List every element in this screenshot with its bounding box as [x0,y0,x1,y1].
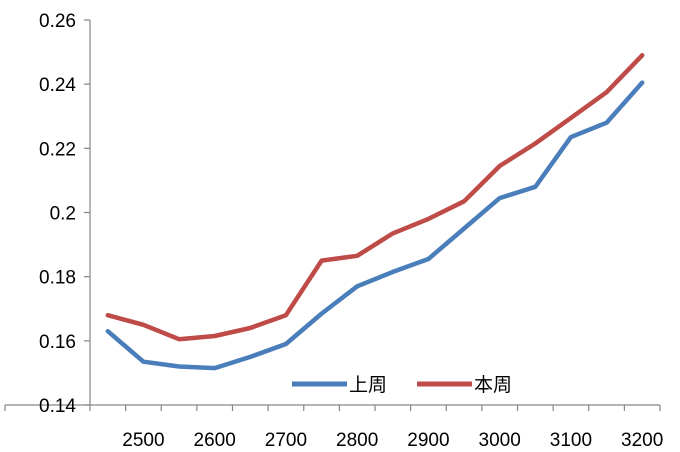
x-tick-label: 2700 [265,430,307,451]
axes [5,20,660,406]
y-tick-label: 0.14 [39,396,76,417]
x-tick-label: 2500 [122,430,164,451]
y-tick-label: 0.24 [39,75,76,96]
legend-label-0: 上周 [349,374,387,396]
x-tick-label: 3100 [550,430,592,451]
y-tick-label: 0.22 [39,139,76,160]
x-tick-label: 2800 [336,430,378,451]
y-tick-label: 0.18 [39,268,76,289]
x-tick-label: 3200 [621,430,663,451]
x-tick-label: 3000 [479,430,521,451]
y-tick-label: 0.2 [50,204,76,225]
y-tick-label: 0.26 [39,11,76,32]
x-axis-ticks: 2500 2600 2700 2800 2900 3000 3100 3200 [89,405,663,451]
series-line-1 [105,53,645,342]
y-tick-label: 0.16 [39,332,76,353]
series-line-0 [105,80,645,371]
legend: 上周 本周 [292,374,512,396]
series-lines [105,53,645,371]
x-tick-label: 2900 [407,430,449,451]
x-tick-label: 2600 [194,430,236,451]
legend-label-1: 本周 [474,374,512,396]
y-axis-ticks: 0.14 0.16 0.18 0.2 0.22 0.24 0.26 [4,11,90,417]
